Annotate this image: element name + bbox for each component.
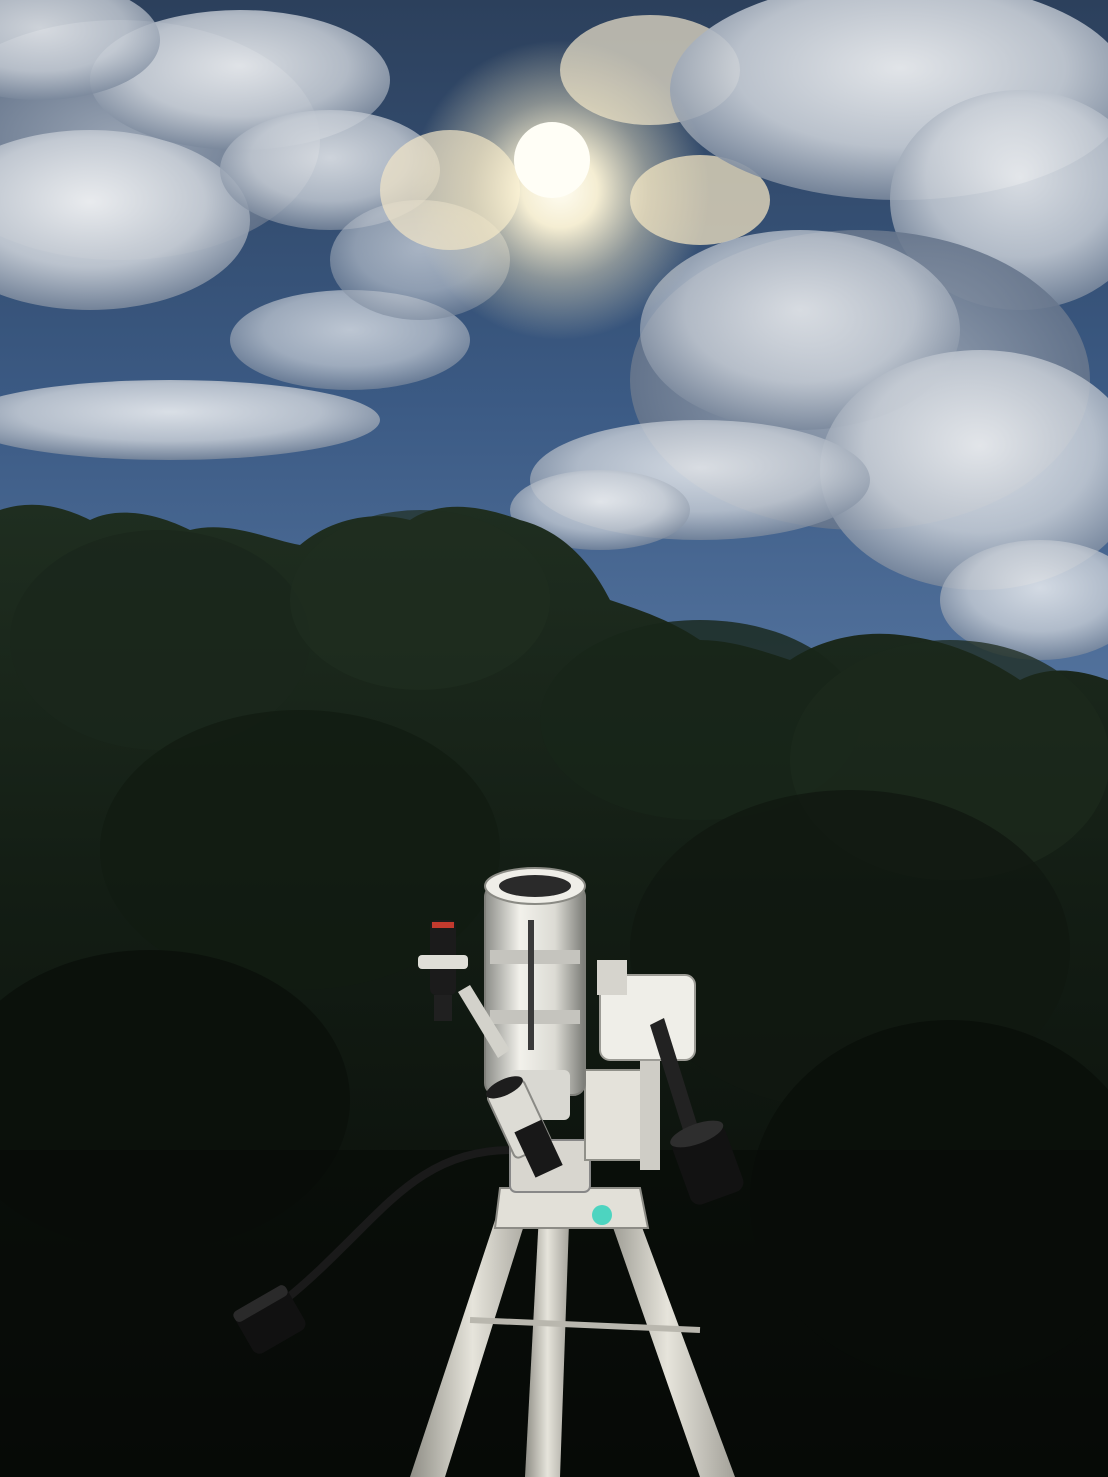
tripod	[410, 1187, 735, 1477]
finder-scope	[418, 920, 510, 1058]
cable-knob	[233, 1285, 306, 1354]
counterweight	[650, 1018, 744, 1205]
mount	[509, 960, 696, 1193]
control-cable	[282, 1146, 511, 1304]
level-bubble	[592, 1205, 612, 1225]
eyepiece	[485, 1076, 563, 1178]
clouds	[0, 0, 1108, 660]
